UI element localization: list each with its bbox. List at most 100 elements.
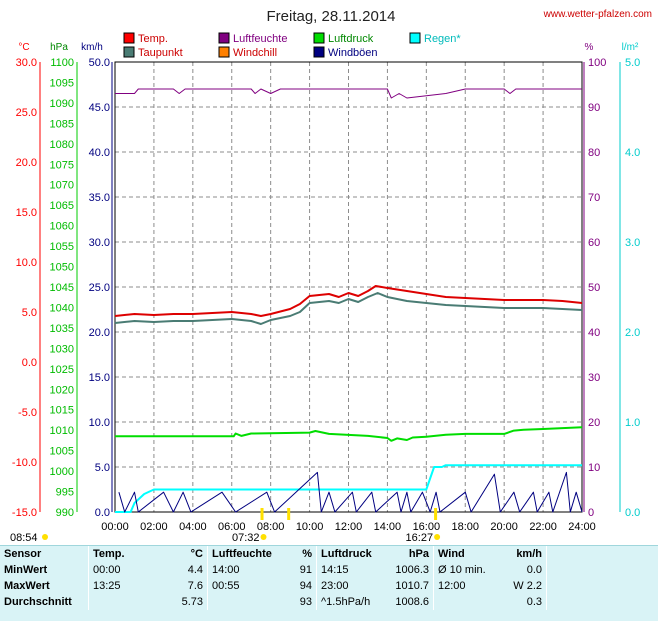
x-tick-label: 10:00 bbox=[296, 521, 324, 533]
kmh-tick-label: 50.0 bbox=[89, 57, 110, 69]
legend-label: Taupunkt bbox=[138, 47, 183, 59]
hpa-tick-label: 1010 bbox=[50, 425, 74, 437]
legend-label: Windchill bbox=[233, 47, 277, 59]
stats-wind-time: 12:00 bbox=[433, 578, 500, 594]
hpa-tick-label: 1005 bbox=[50, 446, 74, 458]
x-tick-label: 16:00 bbox=[413, 521, 441, 533]
x-tick-label: 24:00 bbox=[568, 521, 596, 533]
celsius-tick-label: 20.0 bbox=[16, 157, 37, 169]
header-kmh: km/h bbox=[516, 548, 542, 560]
stats-empty-column bbox=[546, 546, 635, 562]
x-tick-label: 12:00 bbox=[335, 521, 363, 533]
rain-unit: l/m² bbox=[622, 42, 639, 53]
celsius-tick-label: -5.0 bbox=[18, 407, 37, 419]
kmh-tick-label: 40.0 bbox=[89, 147, 110, 159]
hpa-tick-label: 1095 bbox=[50, 77, 74, 89]
rain-tick-label: 0.0 bbox=[625, 507, 640, 519]
header-humidity: Luftfeuchte bbox=[207, 546, 278, 562]
header-hpa: hPa bbox=[408, 548, 429, 560]
hpa-tick-label: 1040 bbox=[50, 302, 74, 314]
header-temp: Temp. bbox=[88, 546, 139, 562]
stats-panel: Sensor Temp. °C Luftfeuchte % Luftdruck … bbox=[0, 545, 658, 621]
rain-tick-label: 1.0 bbox=[625, 417, 640, 429]
stats-temp-time: 13:25 bbox=[88, 578, 139, 594]
kmh-tick-label: 10.0 bbox=[89, 417, 110, 429]
percent-unit: % bbox=[585, 42, 594, 53]
percent-tick-label: 40 bbox=[588, 327, 600, 339]
sun-marker-icon bbox=[434, 534, 441, 540]
stats-humidity-value: 93 bbox=[299, 596, 312, 608]
event-marker bbox=[287, 508, 291, 520]
celsius-tick-label: -10.0 bbox=[12, 457, 37, 469]
hpa-tick-label: 1035 bbox=[50, 323, 74, 335]
legend-swatch bbox=[218, 46, 230, 58]
hpa-tick-label: 1065 bbox=[50, 200, 74, 212]
stats-label: MaxWert bbox=[4, 580, 50, 592]
hpa-tick-label: 1030 bbox=[50, 343, 74, 355]
hpa-tick-label: 995 bbox=[56, 487, 74, 499]
legend-swatch bbox=[313, 46, 325, 58]
stats-empty-cell bbox=[546, 562, 635, 578]
rain-tick-label: 3.0 bbox=[625, 237, 640, 249]
stats-row-min: MinWert 00:00 4.4 14:00 91 14:15 1006.3 … bbox=[0, 562, 635, 578]
stats-pressure-time: 14:15 bbox=[316, 562, 391, 578]
stats-pressure-value: 1008.6 bbox=[395, 596, 429, 608]
celsius-unit: °C bbox=[18, 42, 29, 53]
legend-swatch bbox=[409, 32, 421, 44]
stats-temp-time: 00:00 bbox=[88, 562, 139, 578]
percent-tick-label: 0 bbox=[588, 507, 594, 519]
celsius-tick-label: 15.0 bbox=[16, 207, 37, 219]
legend-swatch bbox=[313, 32, 325, 44]
x-tick-label: 04:00 bbox=[179, 521, 207, 533]
hpa-tick-label: 1015 bbox=[50, 405, 74, 417]
stats-wind-time bbox=[433, 594, 500, 610]
header-pressure: Luftdruck bbox=[316, 546, 391, 562]
hpa-tick-label: 1085 bbox=[50, 118, 74, 130]
stats-wind-value: 0.0 bbox=[526, 564, 542, 576]
rain-tick-label: 5.0 bbox=[625, 57, 640, 69]
percent-tick-label: 70 bbox=[588, 192, 600, 204]
stats-humidity-value: 91 bbox=[299, 564, 312, 576]
rain-tick-label: 4.0 bbox=[625, 147, 640, 159]
kmh-tick-label: 25.0 bbox=[89, 282, 110, 294]
stats-pressure-value: 1006.3 bbox=[395, 564, 429, 576]
weather-chart: Freitag, 28.11.2014 www.wetter-pfalzen.co… bbox=[10, 8, 652, 544]
sun-marker-icon bbox=[260, 534, 267, 540]
x-tick-label: 22:00 bbox=[529, 521, 557, 533]
percent-tick-label: 90 bbox=[588, 102, 600, 114]
stats-temp-value: 7.6 bbox=[187, 580, 203, 592]
celsius-tick-label: -15.0 bbox=[12, 507, 37, 519]
rain-series-line bbox=[115, 464, 582, 513]
legend-label: Luftdruck bbox=[328, 33, 374, 45]
x-tick-label: 20:00 bbox=[490, 521, 518, 533]
celsius-tick-label: 10.0 bbox=[16, 257, 37, 269]
legend-swatch bbox=[218, 32, 230, 44]
kmh-tick-label: 0.0 bbox=[95, 507, 110, 519]
legend-label: Windböen bbox=[328, 47, 378, 59]
celsius-tick-label: 5.0 bbox=[22, 307, 37, 319]
hpa-tick-label: 1075 bbox=[50, 159, 74, 171]
hpa-tick-label: 1050 bbox=[50, 262, 74, 274]
pressure-series-line bbox=[115, 426, 583, 442]
humidity-series-line bbox=[115, 88, 582, 99]
stats-humidity-time: 00:55 bbox=[207, 578, 278, 594]
event-marker bbox=[260, 508, 264, 520]
kmh-unit: km/h bbox=[81, 42, 103, 53]
event-marker bbox=[434, 508, 438, 520]
header-celsius: °C bbox=[190, 548, 203, 560]
hpa-tick-label: 1055 bbox=[50, 241, 74, 253]
hpa-tick-label: 990 bbox=[56, 507, 74, 519]
percent-tick-label: 80 bbox=[588, 147, 600, 159]
percent-tick-label: 50 bbox=[588, 282, 600, 294]
stats-wind-time: Ø 10 min. bbox=[433, 562, 500, 578]
x-tick-label: 06:00 bbox=[218, 521, 246, 533]
hpa-tick-label: 1070 bbox=[50, 180, 74, 192]
legend-label: Luftfeuchte bbox=[233, 33, 287, 45]
header-sensor: Sensor bbox=[4, 548, 42, 560]
stats-label: MinWert bbox=[4, 564, 48, 576]
stats-empty-cell bbox=[546, 594, 635, 610]
hpa-tick-label: 1000 bbox=[50, 466, 74, 478]
stats-wind-value: 0.3 bbox=[526, 596, 542, 608]
stats-pressure-time: ^1.5hPa/h bbox=[316, 594, 391, 610]
header-wind: Wind bbox=[433, 546, 500, 562]
